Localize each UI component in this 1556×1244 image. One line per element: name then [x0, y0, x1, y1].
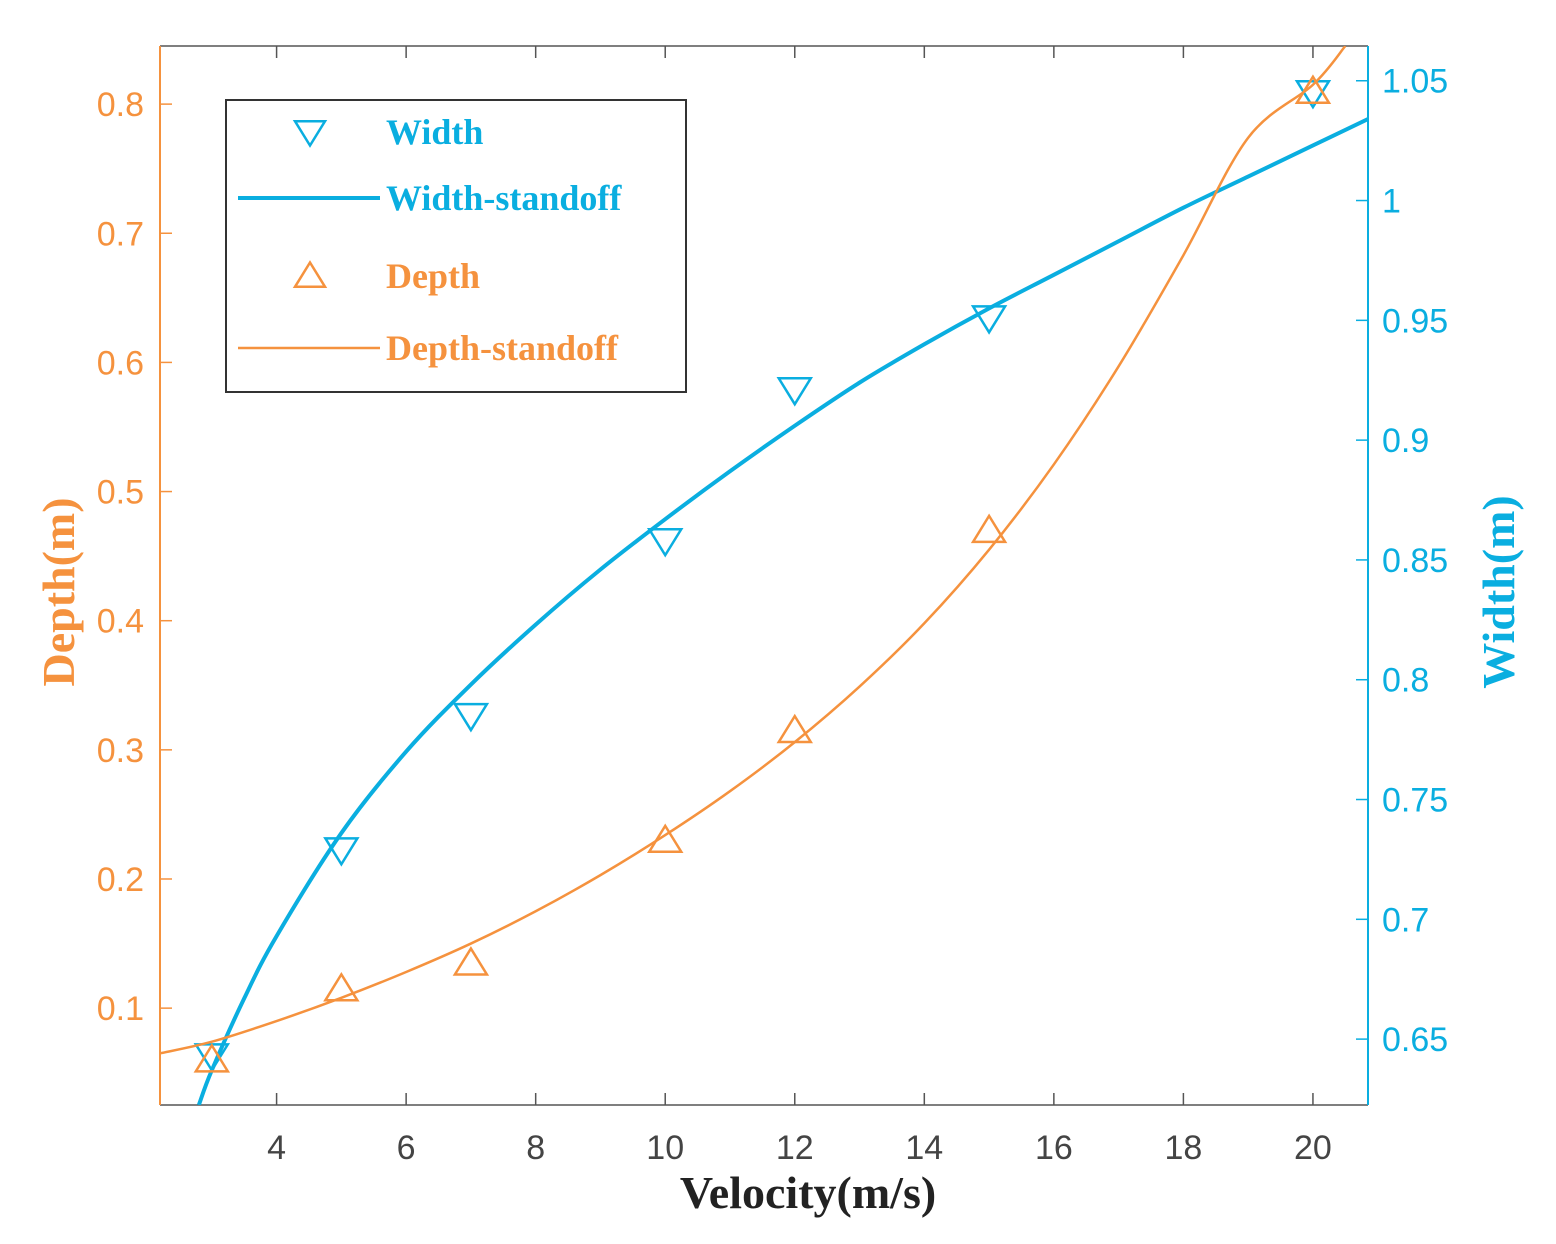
width-marker — [452, 702, 490, 733]
legend-swatch-width — [292, 119, 328, 148]
right-y-tick-label: 0.8 — [1382, 662, 1429, 700]
legend-label-width-standoff: Width-standoff — [386, 178, 622, 218]
legend-label-depth-standoff: Depth-standoff — [386, 328, 619, 368]
left-y-axis-title: Depth(m) — [33, 497, 84, 686]
depth-marker — [452, 946, 490, 976]
left-y-tick-label: 0.4 — [97, 603, 144, 641]
legend-label-width: Width — [386, 112, 483, 152]
depth-standoff-line — [160, 46, 1347, 1055]
width-marker — [1294, 79, 1332, 110]
right-y-tick-label: 0.85 — [1382, 542, 1448, 580]
left-y-tick-label: 0.3 — [97, 732, 144, 770]
left-y-tick-label: 0.7 — [97, 215, 144, 253]
x-axis-title: Velocity(m/s) — [680, 1167, 936, 1218]
right-y-tick-label: 0.65 — [1382, 1021, 1448, 1059]
legend: Width Width-standoff Depth Depth-standoff — [225, 99, 687, 393]
depth-marker — [323, 971, 360, 1002]
x-tick-label: 16 — [1035, 1129, 1073, 1167]
axis-ticks — [160, 46, 1368, 1105]
depth-marker — [646, 823, 684, 854]
series-layer — [160, 46, 1368, 1105]
legend-box — [225, 99, 687, 393]
width-standoff-line — [196, 117, 1368, 1105]
right-y-tick-label: 1.05 — [1382, 63, 1448, 101]
left-y-tick-label: 0.2 — [97, 861, 144, 899]
left-y-tick-label: 0.6 — [97, 344, 144, 382]
legend-swatch-depth — [292, 260, 328, 289]
width-marker — [646, 527, 684, 558]
tick-labels: 4 6 8 10 12 14 16 18 20 0.1 0.2 0.3 0.4 0.5 0.6 0.7 0.8 0… — [97, 63, 1448, 1167]
left-y-tick-label: 0.8 — [97, 86, 144, 124]
left-y-tick-label: 0.1 — [97, 990, 144, 1028]
right-y-tick-label: 0.7 — [1382, 901, 1429, 939]
right-y-tick-label: 1 — [1382, 183, 1401, 221]
width-marker — [323, 837, 360, 867]
depth-marker — [193, 1043, 231, 1073]
x-tick-label: 10 — [646, 1129, 684, 1167]
x-tick-label: 12 — [776, 1129, 814, 1167]
x-tick-label: 18 — [1164, 1129, 1202, 1167]
x-tick-label: 6 — [397, 1129, 416, 1167]
x-tick-label: 14 — [905, 1129, 943, 1167]
plot-frame — [159, 45, 1369, 1106]
depth-marker — [970, 513, 1008, 544]
right-y-tick-label: 0.75 — [1382, 782, 1448, 820]
width-marker — [776, 377, 814, 407]
legend-label-depth: Depth — [386, 256, 480, 296]
right-y-axis-title: Width(m) — [1473, 495, 1524, 688]
left-y-tick-label: 0.5 — [97, 474, 144, 512]
right-y-tick-label: 0.9 — [1382, 422, 1429, 460]
depth-marker — [776, 713, 814, 744]
x-tick-label: 8 — [526, 1129, 545, 1167]
x-tick-label: 4 — [267, 1129, 286, 1167]
right-y-tick-label: 0.95 — [1382, 302, 1448, 340]
x-tick-label: 20 — [1294, 1129, 1332, 1167]
